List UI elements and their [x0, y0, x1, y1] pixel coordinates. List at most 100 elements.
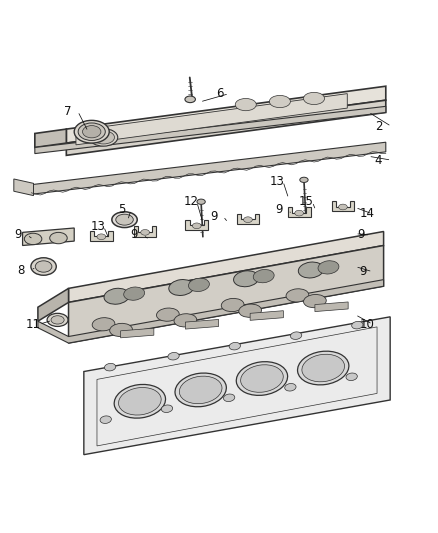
Text: 9: 9 [359, 265, 366, 278]
Ellipse shape [303, 92, 324, 104]
Ellipse shape [298, 262, 323, 278]
Ellipse shape [47, 313, 68, 326]
Text: 15: 15 [298, 195, 313, 208]
Text: 9: 9 [357, 229, 364, 241]
Text: 9: 9 [14, 229, 21, 241]
Ellipse shape [236, 362, 287, 395]
Ellipse shape [110, 324, 132, 336]
Ellipse shape [92, 318, 115, 331]
Ellipse shape [118, 387, 161, 415]
Polygon shape [22, 228, 74, 246]
Ellipse shape [303, 294, 325, 308]
Ellipse shape [104, 364, 116, 371]
Text: 2: 2 [374, 120, 381, 133]
Polygon shape [68, 246, 383, 343]
Ellipse shape [317, 261, 338, 274]
Ellipse shape [243, 217, 252, 222]
Ellipse shape [197, 199, 205, 204]
Polygon shape [314, 302, 347, 312]
Ellipse shape [35, 261, 52, 272]
Polygon shape [250, 311, 283, 320]
Ellipse shape [301, 354, 344, 382]
Ellipse shape [192, 223, 201, 229]
Ellipse shape [184, 96, 195, 103]
Ellipse shape [89, 128, 117, 146]
Polygon shape [68, 231, 383, 302]
Ellipse shape [179, 376, 222, 403]
Ellipse shape [221, 298, 244, 312]
Polygon shape [35, 129, 66, 148]
Ellipse shape [269, 95, 290, 108]
Ellipse shape [240, 365, 283, 392]
Ellipse shape [104, 288, 129, 304]
Ellipse shape [124, 287, 144, 300]
Ellipse shape [82, 126, 101, 138]
Ellipse shape [31, 258, 56, 275]
Polygon shape [185, 220, 208, 230]
Ellipse shape [24, 233, 42, 245]
Ellipse shape [141, 230, 149, 235]
Ellipse shape [51, 316, 64, 324]
Ellipse shape [223, 394, 234, 401]
Ellipse shape [238, 304, 261, 317]
Ellipse shape [173, 314, 196, 327]
Polygon shape [35, 107, 385, 154]
Ellipse shape [78, 123, 105, 141]
Polygon shape [84, 317, 389, 455]
Ellipse shape [168, 279, 194, 295]
Polygon shape [236, 214, 259, 224]
Ellipse shape [114, 384, 165, 418]
Ellipse shape [188, 278, 209, 292]
Ellipse shape [229, 342, 240, 350]
Ellipse shape [297, 351, 348, 385]
Text: 9: 9 [275, 203, 283, 216]
Ellipse shape [167, 352, 179, 360]
Polygon shape [66, 100, 385, 155]
Polygon shape [38, 280, 383, 343]
Text: 13: 13 [269, 175, 284, 188]
Text: 9: 9 [130, 229, 137, 241]
Ellipse shape [284, 384, 295, 391]
Ellipse shape [74, 120, 109, 143]
Polygon shape [38, 288, 68, 321]
Text: 6: 6 [215, 87, 223, 100]
Text: 10: 10 [359, 318, 374, 331]
Ellipse shape [116, 214, 133, 225]
Ellipse shape [351, 321, 362, 329]
Polygon shape [90, 231, 113, 241]
Ellipse shape [290, 332, 301, 340]
Text: 8: 8 [17, 263, 25, 277]
Ellipse shape [175, 373, 226, 407]
Ellipse shape [97, 234, 106, 240]
Ellipse shape [294, 210, 303, 216]
Polygon shape [14, 179, 33, 196]
Text: 4: 4 [374, 154, 381, 167]
Text: 14: 14 [359, 207, 374, 221]
Ellipse shape [233, 271, 258, 287]
Ellipse shape [156, 308, 179, 321]
Polygon shape [66, 86, 385, 143]
Text: 5: 5 [118, 203, 125, 216]
Ellipse shape [253, 270, 273, 283]
Ellipse shape [49, 232, 67, 244]
Ellipse shape [286, 289, 308, 302]
Ellipse shape [100, 416, 111, 423]
Ellipse shape [161, 405, 172, 413]
Ellipse shape [345, 373, 357, 381]
Ellipse shape [299, 177, 307, 182]
Polygon shape [331, 201, 353, 212]
Ellipse shape [92, 131, 114, 144]
Text: 13: 13 [90, 220, 105, 233]
Ellipse shape [338, 204, 346, 210]
Ellipse shape [235, 99, 256, 111]
Polygon shape [76, 94, 346, 145]
Text: 11: 11 [26, 318, 41, 331]
Polygon shape [31, 142, 385, 195]
Polygon shape [287, 207, 310, 217]
Polygon shape [185, 319, 218, 329]
Text: 7: 7 [64, 104, 71, 118]
Polygon shape [120, 328, 153, 338]
Ellipse shape [112, 212, 137, 228]
Polygon shape [134, 226, 156, 237]
Text: 12: 12 [183, 195, 198, 208]
